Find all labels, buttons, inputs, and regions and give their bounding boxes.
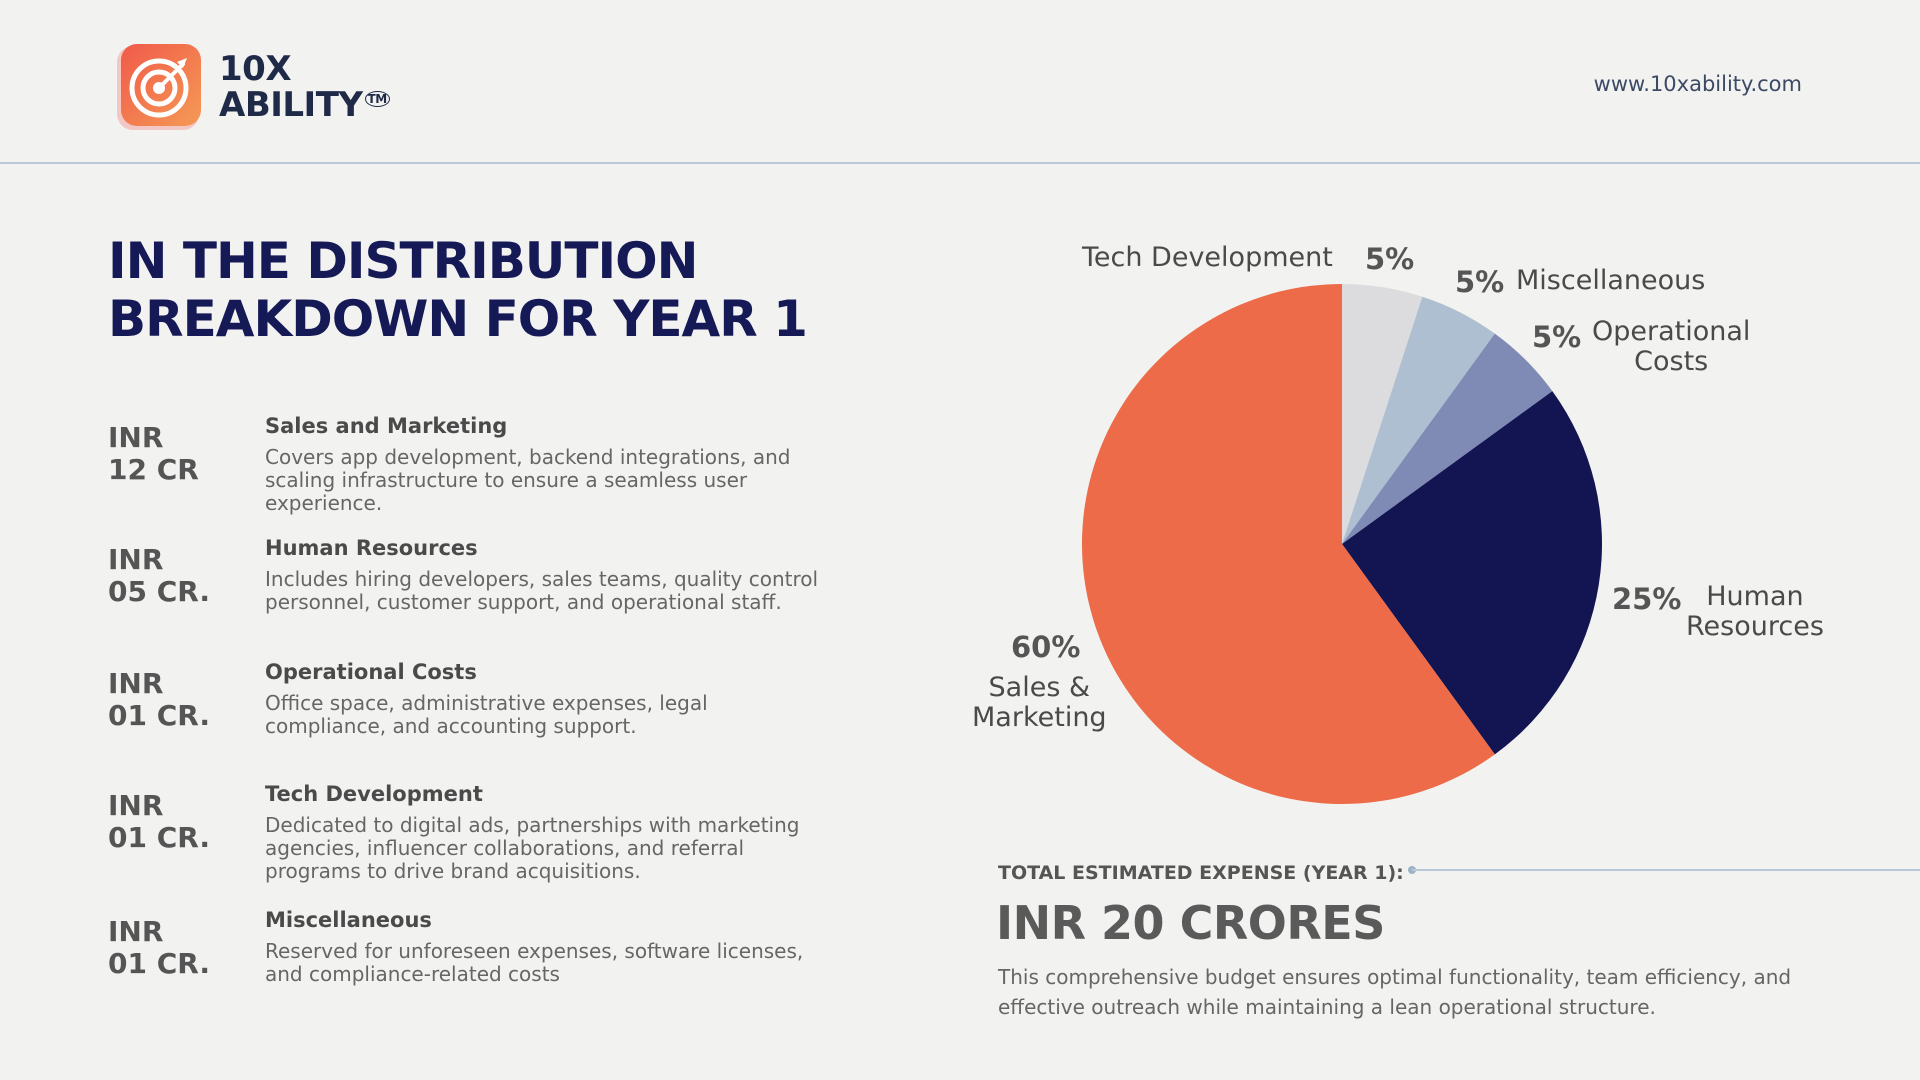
item-description: Dedicated to digital ads, partnerships w…: [265, 813, 800, 883]
item-amount-currency: INR: [108, 421, 164, 454]
item-body: Operational Costs Office space, administ…: [265, 660, 825, 738]
pie-slice-operational-costs: [1342, 333, 1553, 544]
item-amount-value: 05 CR.: [108, 575, 210, 608]
chart-label-hr-line-2: Resources: [1686, 611, 1824, 642]
chart-label-operational-line-1: Operational: [1592, 316, 1751, 347]
brand-name: 10X ABILITY TM: [219, 51, 390, 123]
trademark-mark: TM: [364, 91, 390, 107]
brand-line-2: ABILITY TM: [219, 87, 390, 123]
item-body: Miscellaneous Reserved for unforeseen ex…: [265, 908, 825, 986]
item-amount: INR 01 CR.: [108, 790, 258, 854]
brand-line-2-text: ABILITY: [219, 85, 363, 125]
item-amount-value: 12 CR: [108, 453, 199, 486]
chart-label-sales-line-2: Marketing: [972, 702, 1107, 733]
item-name: Human Resources: [265, 536, 478, 560]
pie-slice-tech-development: [1342, 284, 1423, 544]
chart-label-tech-development: Tech Development: [1082, 242, 1333, 273]
item-amount-value: 01 CR.: [108, 699, 210, 732]
chart-pct-tech-development: 5%: [1365, 242, 1415, 276]
item-description: Office space, administrative expenses, l…: [265, 691, 708, 738]
item-description: Includes hiring developers, sales teams,…: [265, 567, 819, 614]
item-amount-currency: INR: [108, 915, 164, 948]
chart-pct-human-resources: 25%: [1612, 582, 1682, 616]
item-description: Covers app development, backend integrat…: [265, 445, 791, 515]
item-body: Sales and Marketing Covers app developme…: [265, 414, 825, 515]
total-expense-description: This comprehensive budget ensures optima…: [998, 965, 1792, 1019]
chart-label-sales-line-1: Sales &: [988, 672, 1091, 703]
item-amount-value: 01 CR.: [108, 947, 210, 980]
item-amount-currency: INR: [108, 789, 164, 822]
chart-pct-operational-costs: 5%: [1532, 320, 1582, 354]
page-title: IN THE DISTRIBUTION BREAKDOWN FOR YEAR 1: [108, 232, 808, 348]
pie-slice-miscellaneous: [1342, 296, 1495, 544]
item-amount: INR 05 CR.: [108, 544, 258, 608]
chart-label-sales-marketing: Sales & Marketing: [972, 673, 1107, 733]
brand-logo[interactable]: 10X ABILITY TM: [115, 42, 390, 132]
target-icon: [115, 42, 205, 132]
item-name: Operational Costs: [265, 660, 477, 684]
chart-pct-sales-marketing: 60%: [1011, 630, 1081, 664]
chart-label-operational-costs: Operational Costs: [1592, 317, 1750, 377]
item-description: Reserved for unforeseen expenses, softwa…: [265, 939, 804, 986]
item-body: Human Resources Includes hiring develope…: [265, 536, 825, 614]
item-name: Tech Development: [265, 782, 483, 806]
page-title-line-1: IN THE DISTRIBUTION: [108, 232, 698, 290]
item-amount: INR 01 CR.: [108, 916, 258, 980]
item-body: Tech Development Dedicated to digital ad…: [265, 782, 825, 883]
website-link[interactable]: www.10xability.com: [1593, 72, 1802, 96]
total-expense-label: TOTAL ESTIMATED EXPENSE (YEAR 1):: [998, 862, 1404, 884]
item-name: Miscellaneous: [265, 908, 432, 932]
pie-slice-human-resources: [1342, 391, 1602, 755]
item-name: Sales and Marketing: [265, 414, 508, 438]
item-amount-currency: INR: [108, 543, 164, 576]
item-amount-currency: INR: [108, 667, 164, 700]
chart-pct-miscellaneous: 5%: [1455, 265, 1505, 299]
brand-line-1: 10X: [219, 49, 292, 89]
header-divider: [0, 162, 1920, 164]
chart-label-human-resources: Human Resources: [1686, 582, 1824, 642]
page-title-line-2: BREAKDOWN FOR YEAR 1: [108, 290, 808, 348]
pie-slice-sales-marketing: [1082, 284, 1495, 804]
item-amount: INR 12 CR: [108, 422, 258, 486]
distribution-pie-chart: [1082, 284, 1602, 804]
chart-label-hr-line-1: Human: [1706, 581, 1804, 612]
item-amount-value: 01 CR.: [108, 821, 210, 854]
chart-label-operational-line-2: Costs: [1634, 346, 1709, 377]
total-divider: [1412, 869, 1920, 871]
total-expense-value: INR 20 CRORES: [996, 896, 1385, 950]
chart-label-miscellaneous: Miscellaneous: [1516, 265, 1706, 296]
item-amount: INR 01 CR.: [108, 668, 258, 732]
